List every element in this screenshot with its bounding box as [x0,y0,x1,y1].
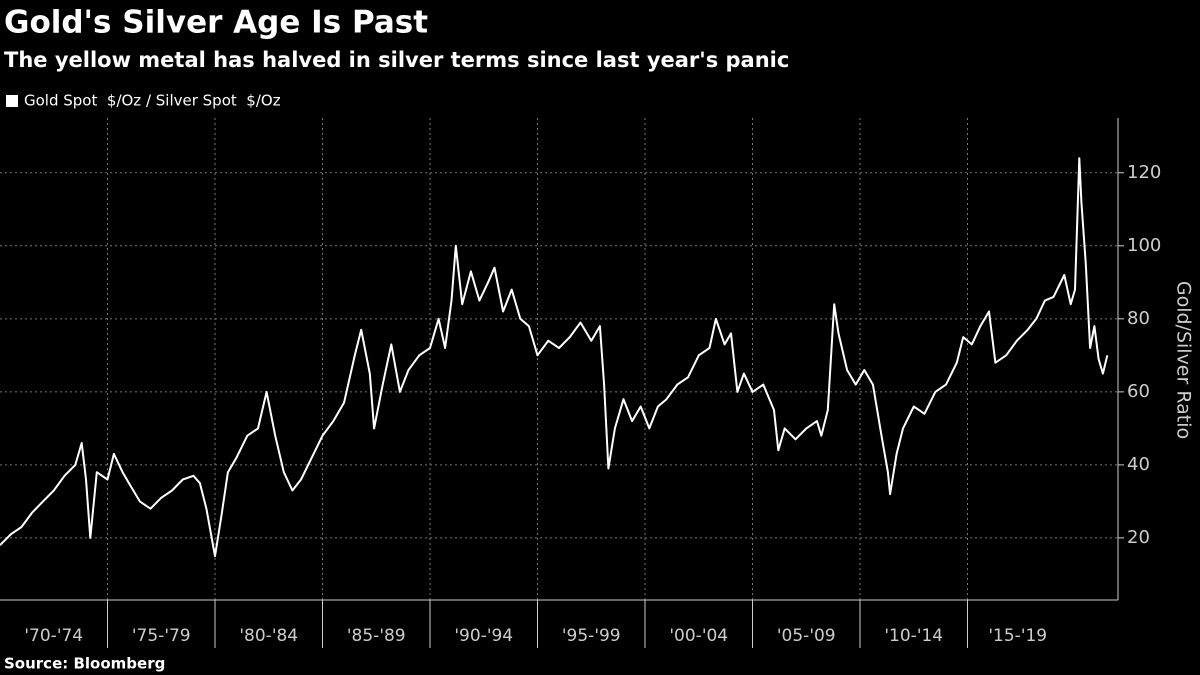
legend-swatch [6,95,18,107]
x-tick-label: '00-'04 [669,626,728,646]
y-tick-label: 80 [1127,308,1150,329]
chart-subtitle: The yellow metal has halved in silver te… [4,48,789,72]
x-tick-label: '75-'79 [132,626,191,646]
x-tick-label: '85-'89 [347,626,406,646]
legend-label: Gold Spot $/Oz / Silver Spot $/Oz [24,92,281,110]
y-tick-label: 100 [1127,235,1161,256]
data-line [0,157,1109,558]
y-axis-label: Gold/Silver Ratio [1173,281,1195,439]
y-tick-label: 40 [1127,454,1150,475]
x-tick-label: '10-'14 [884,626,943,646]
source: Source: Bloomberg [4,655,165,673]
x-tick-label: '70-'74 [24,626,83,646]
x-tick-label: '15-'19 [988,626,1047,646]
x-tick-label: '05-'09 [777,626,836,646]
x-tick-label: '80-'84 [239,626,298,646]
chart-title: Gold's Silver Age Is Past [4,5,428,41]
y-tick-label: 20 [1127,527,1150,548]
x-tick-label: '90-'94 [454,626,513,646]
y-tick-label: 60 [1127,381,1150,402]
y-tick-label: 120 [1127,162,1161,183]
x-tick-label: '95-'99 [562,626,621,646]
